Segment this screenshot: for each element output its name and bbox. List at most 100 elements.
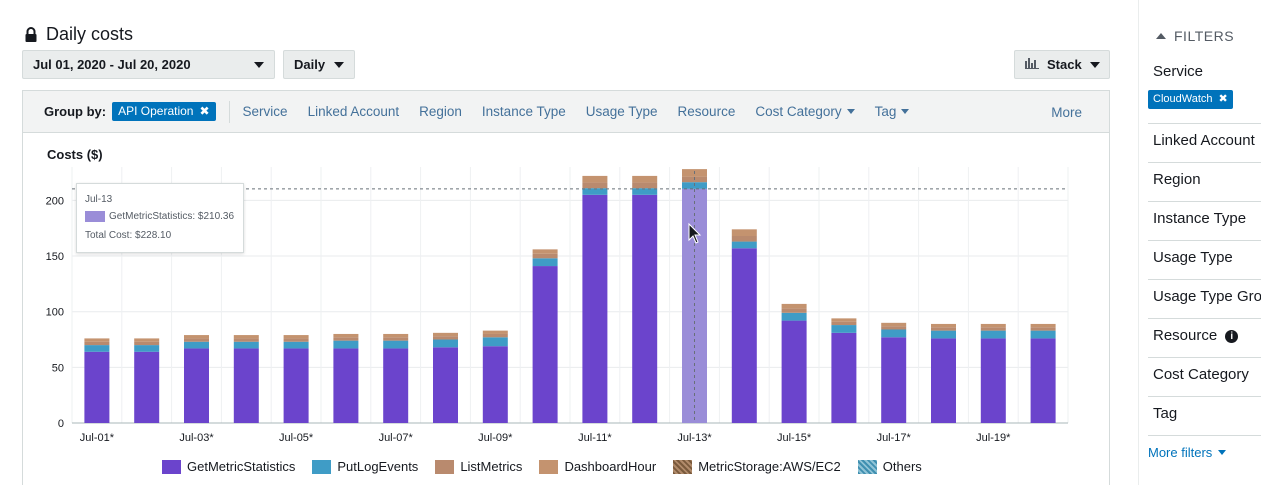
bar-segment — [433, 333, 458, 336]
filters-sidebar: FILTERS Service CloudWatch ✖ Linked Acco… — [1138, 0, 1261, 485]
bar-segment — [1031, 327, 1056, 330]
bar-segment — [732, 248, 757, 423]
bar-segment — [732, 236, 757, 242]
filter-cost-category[interactable]: Cost Category — [1153, 366, 1249, 383]
bar-segment — [533, 266, 558, 423]
bar-segment — [234, 348, 259, 423]
y-tick-label: 150 — [46, 251, 64, 263]
bar-segment — [782, 313, 807, 321]
chevron-up-icon — [1156, 33, 1166, 39]
bar-segment — [433, 347, 458, 423]
bar-segment — [134, 342, 159, 345]
bar-segment — [433, 340, 458, 348]
more-filters-label: More filters — [1148, 445, 1212, 460]
bar-segment — [881, 337, 906, 423]
bar-segment — [831, 318, 856, 321]
x-tick-label: Jul-07* — [379, 432, 414, 444]
bar-segment — [184, 342, 209, 349]
bar-segment — [582, 176, 607, 183]
info-icon[interactable]: i — [1225, 330, 1238, 343]
bar-segment — [831, 322, 856, 325]
bar-segment — [333, 348, 358, 423]
bar-segment — [383, 337, 408, 340]
more-filters-link[interactable]: More filters — [1148, 445, 1226, 460]
filter-region[interactable]: Region — [1153, 171, 1201, 188]
bar-segment — [483, 331, 508, 334]
legend-label: Others — [883, 459, 922, 474]
bar-segment — [284, 338, 309, 341]
bar-segment — [234, 342, 259, 349]
bar-segment — [931, 331, 956, 339]
x-tick-label: Jul-05* — [279, 432, 314, 444]
bar-segment — [234, 335, 259, 338]
bar-segment — [831, 325, 856, 333]
legend-item[interactable]: DashboardHour — [539, 459, 656, 474]
tooltip-series-value: GetMetricStatistics: $210.36 — [109, 211, 234, 222]
bar-segment — [84, 338, 109, 341]
filters-header[interactable]: FILTERS — [1156, 28, 1234, 44]
bar-segment — [981, 324, 1006, 327]
legend-item[interactable]: Others — [858, 459, 922, 474]
filter-usage-type-group[interactable]: Usage Type Gro — [1153, 288, 1261, 305]
filter-tag[interactable]: Tag — [1153, 405, 1177, 422]
divider — [1148, 240, 1261, 241]
bar-segment — [383, 341, 408, 349]
bar-segment — [433, 336, 458, 339]
filter-resource[interactable]: Resource i — [1153, 327, 1238, 344]
bar-segment — [284, 348, 309, 423]
filter-service[interactable]: Service — [1153, 63, 1203, 80]
legend-item[interactable]: GetMetricStatistics — [162, 459, 295, 474]
filter-service-chip[interactable]: CloudWatch ✖ — [1148, 90, 1233, 109]
x-tick-label: Jul-19* — [976, 432, 1011, 444]
bar-segment — [632, 195, 657, 423]
x-tick-label: Jul-13* — [677, 432, 712, 444]
bar-segment — [533, 249, 558, 253]
close-icon[interactable]: ✖ — [1219, 90, 1228, 109]
bar-segment — [84, 345, 109, 352]
filter-usage-type[interactable]: Usage Type — [1153, 249, 1233, 266]
bar-segment — [1031, 324, 1056, 327]
y-tick-label: 0 — [58, 418, 64, 430]
chart-tooltip: Jul-13 GetMetricStatistics: $210.36 Tota… — [76, 183, 244, 253]
x-tick-label: Jul-11* — [578, 432, 612, 444]
divider — [1148, 318, 1261, 319]
bar-segment — [134, 345, 159, 352]
filter-instance-type[interactable]: Instance Type — [1153, 210, 1246, 227]
tooltip-date: Jul-13 — [85, 194, 235, 205]
bar-segment — [84, 342, 109, 345]
filter-resource-label: Resource — [1153, 327, 1217, 344]
bar-segment — [333, 337, 358, 340]
y-tick-label: 200 — [46, 195, 64, 207]
bar-segment — [931, 324, 956, 327]
bar-segment — [333, 334, 358, 337]
bar-segment — [831, 333, 856, 423]
bar-segment — [931, 338, 956, 423]
filter-service-chip-label: CloudWatch — [1153, 90, 1213, 109]
bar-segment — [84, 352, 109, 423]
bar-segment — [383, 348, 408, 423]
tooltip-total: Total Cost: $228.10 — [85, 230, 235, 241]
divider — [1148, 396, 1261, 397]
x-tick-label: Jul-17* — [877, 432, 912, 444]
bar-segment — [881, 330, 906, 338]
tooltip-swatch — [85, 211, 105, 222]
legend-item[interactable]: MetricStorage:AWS/EC2 — [673, 459, 841, 474]
filter-linked-account[interactable]: Linked Account — [1153, 132, 1255, 149]
x-tick-label: Jul-03* — [179, 432, 214, 444]
legend-item[interactable]: ListMetrics — [435, 459, 522, 474]
bar-segment — [931, 327, 956, 330]
bar-segment — [383, 334, 408, 337]
bar-segment — [134, 352, 159, 423]
bar-segment — [632, 176, 657, 183]
bar-segment — [483, 334, 508, 337]
bar-segment — [1031, 338, 1056, 423]
bar-segment — [582, 183, 607, 189]
filters-title: FILTERS — [1174, 28, 1234, 44]
bar-segment — [881, 323, 906, 326]
x-tick-label: Jul-15* — [777, 432, 812, 444]
bar-segment — [483, 337, 508, 346]
bar-segment — [533, 254, 558, 258]
legend-item[interactable]: PutLogEvents — [312, 459, 418, 474]
legend-label: ListMetrics — [460, 459, 522, 474]
bar-segment — [582, 195, 607, 423]
